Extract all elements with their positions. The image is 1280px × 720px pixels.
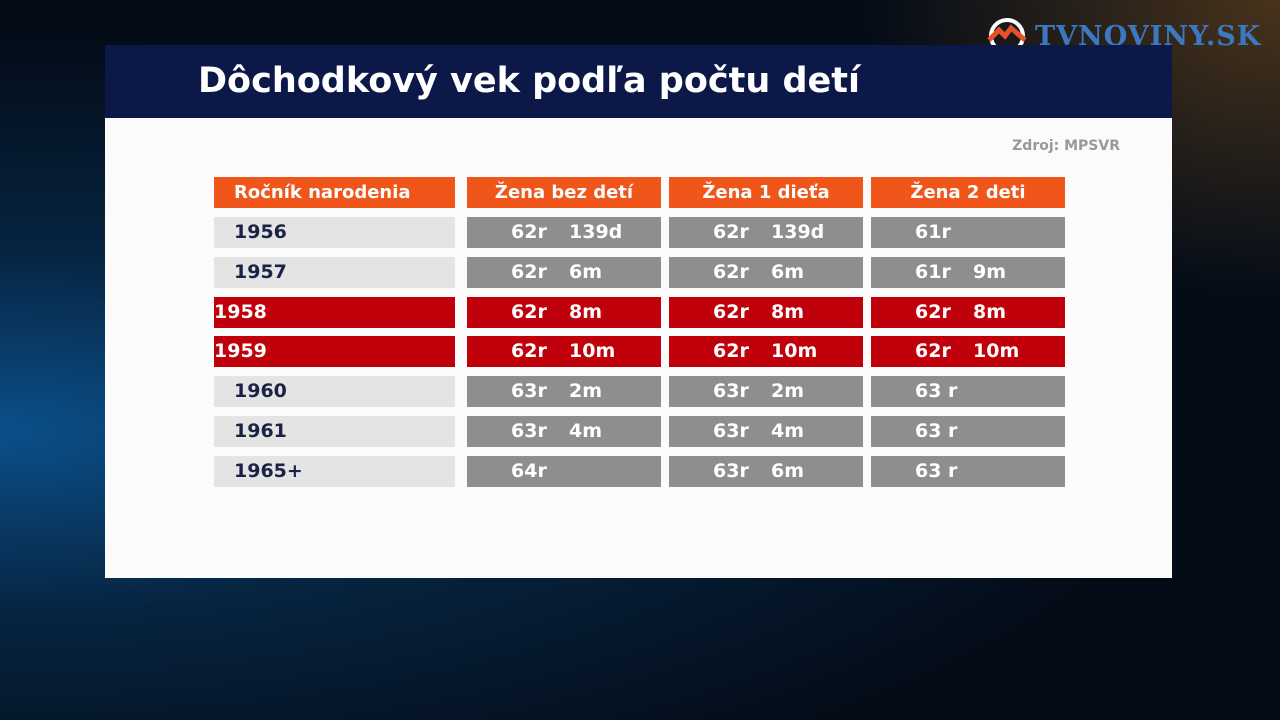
value-part: 62r <box>511 221 547 243</box>
year-cell: 1958 <box>214 296 455 328</box>
value-part: 63r <box>511 380 547 403</box>
title: Dôchodkový vek podľa počtu detí <box>198 61 861 101</box>
value-cell: 62r 8m <box>669 296 863 328</box>
header-cell: Žena bez detí <box>467 177 661 208</box>
value-cell: 63 r <box>871 376 1065 408</box>
value-cell: 62r 6m <box>669 256 863 288</box>
value-part: 8m <box>771 300 805 323</box>
year-cell: 1965+ <box>214 455 455 487</box>
value-cell: 62r 8m <box>467 296 661 328</box>
value-cell: 63r 2m <box>669 376 863 408</box>
value-part: 63 r <box>915 459 958 482</box>
value-cell: 62r 8m <box>871 296 1065 328</box>
value-cell: 63r 4m <box>467 416 661 447</box>
title-bar: Dôchodkový vek podľa počtu detí <box>105 45 1172 118</box>
value-part: 10m <box>569 340 616 363</box>
value-part: 6m <box>771 459 805 482</box>
value-cell: 64r <box>467 455 661 487</box>
value-cell: 62r 139d <box>467 217 661 248</box>
header-cell: Ročník narodenia <box>214 177 455 208</box>
value-cell: 62r 10m <box>871 336 1065 368</box>
value-part: 2m <box>569 380 603 403</box>
source: Zdroj: MPSVR <box>1012 138 1120 154</box>
value-part: 63r <box>511 420 547 442</box>
value-cell: 62r 10m <box>669 336 863 368</box>
value-part: 9m <box>973 260 1007 283</box>
value-part: 62r <box>713 221 749 243</box>
year-cell: 1957 <box>214 256 455 288</box>
value-part: 4m <box>569 420 603 442</box>
table-panel: Zdroj: MPSVR Ročník narodenia Žena bez de… <box>105 118 1172 578</box>
value-part: 139d <box>771 221 825 243</box>
value-cell: 63r 2m <box>467 376 661 408</box>
year-cell: 1956 <box>214 217 455 248</box>
value-part: 62r <box>713 260 749 283</box>
header-cell: Žena 2 deti <box>871 177 1065 208</box>
year-cell: 1960 <box>214 376 455 408</box>
value-part: 62r <box>915 300 951 323</box>
value-part: 62r <box>511 260 547 283</box>
value-part: 61r <box>915 221 951 243</box>
value-cell: 63r 4m <box>669 416 863 447</box>
value-cell: 62r 10m <box>467 336 661 368</box>
value-cell: 63 r <box>871 416 1065 447</box>
value-part: 62r <box>915 340 951 363</box>
value-part: 62r <box>713 300 749 323</box>
value-part: 4m <box>771 420 805 442</box>
value-part: 63r <box>713 380 749 403</box>
value-part: 64r <box>511 459 547 482</box>
header-cell: Žena 1 dieťa <box>669 177 863 208</box>
value-part: 6m <box>771 260 805 283</box>
value-part: 63 r <box>915 420 958 442</box>
year-cell: 1961 <box>214 416 455 447</box>
value-part: 63r <box>713 420 749 442</box>
year-cell: 1959 <box>214 336 455 368</box>
value-part: 63 r <box>915 380 958 403</box>
value-part: 10m <box>973 340 1020 363</box>
value-cell: 63r 6m <box>669 455 863 487</box>
value-part: 61r <box>915 260 951 283</box>
value-part: 139d <box>569 221 623 243</box>
value-part: 62r <box>713 340 749 363</box>
value-cell: 61r 9m <box>871 256 1065 288</box>
value-part: 8m <box>569 300 603 323</box>
value-cell: 63 r <box>871 455 1065 487</box>
value-part: 10m <box>771 340 818 363</box>
value-part: 8m <box>973 300 1007 323</box>
value-part: 63r <box>713 459 749 482</box>
value-part: 2m <box>771 380 805 403</box>
value-part: 6m <box>569 260 603 283</box>
value-cell: 62r 6m <box>467 256 661 288</box>
value-cell: 62r 139d <box>669 217 863 248</box>
value-cell: 61r <box>871 217 1065 248</box>
value-part: 62r <box>511 300 547 323</box>
value-part: 62r <box>511 340 547 363</box>
